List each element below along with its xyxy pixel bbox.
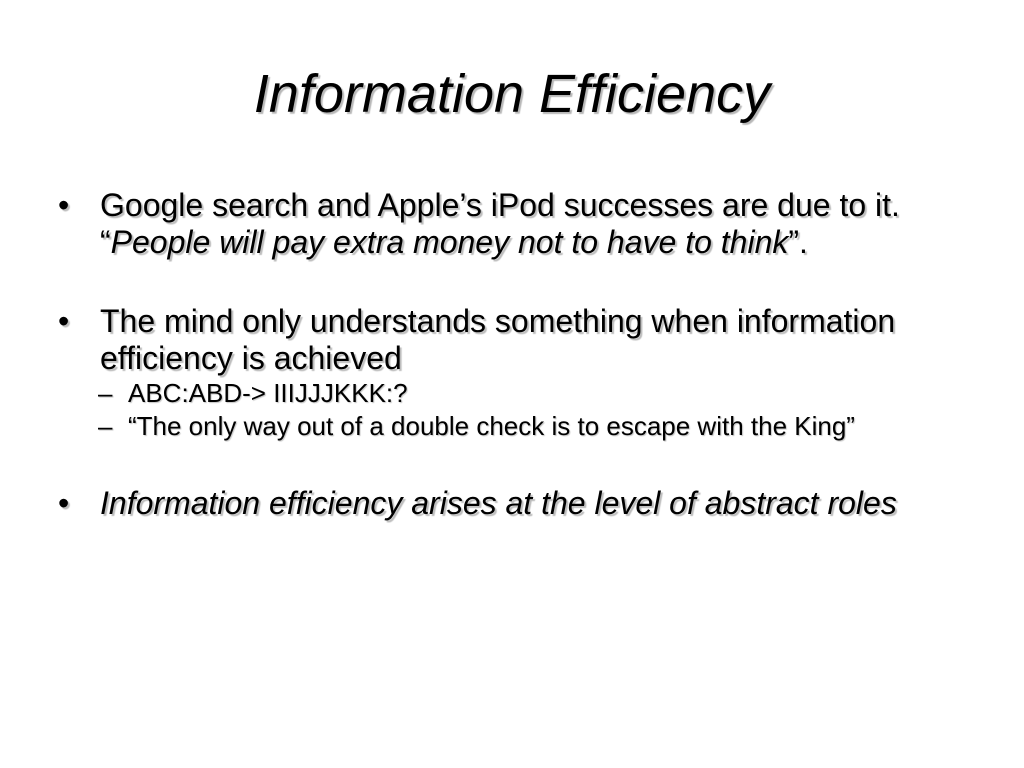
bullet-item-1: • Google search and Apple’s iPod success… bbox=[58, 187, 958, 261]
spacer bbox=[58, 443, 958, 485]
bullet-marker: • bbox=[58, 187, 70, 223]
sub-item-2: – “The only way out of a double check is… bbox=[58, 410, 958, 443]
bullet-text: The mind only understands something when… bbox=[100, 303, 896, 376]
slide-content: • Google search and Apple’s iPod success… bbox=[58, 187, 958, 522]
bullet-text: Google search and Apple’s iPod successes… bbox=[100, 187, 900, 260]
sub-marker: – bbox=[98, 378, 113, 408]
bullet-text-part: Google search and Apple’s iPod successes… bbox=[100, 187, 900, 260]
sub-text: “The only way out of a double check is t… bbox=[128, 411, 855, 441]
bullet-marker: • bbox=[58, 303, 70, 339]
bullet-text: Information efficiency arises at the lev… bbox=[100, 485, 897, 521]
sub-text: ABC:ABD-> IIIJJJKKK:? bbox=[128, 378, 408, 408]
bullet-item-3: • Information efficiency arises at the l… bbox=[58, 485, 958, 522]
bullet-item-2: • The mind only understands something wh… bbox=[58, 303, 958, 377]
bullet-marker: • bbox=[58, 485, 70, 521]
bullet-quote: People will pay extra money not to have … bbox=[110, 224, 789, 260]
slide-title: Information Efficiency bbox=[253, 64, 771, 124]
sub-item-1: – ABC:ABD-> IIIJJJKKK:? bbox=[58, 377, 958, 410]
sub-marker: – bbox=[98, 411, 113, 441]
spacer bbox=[58, 261, 958, 303]
bullet-text-part: ”. bbox=[788, 224, 808, 260]
